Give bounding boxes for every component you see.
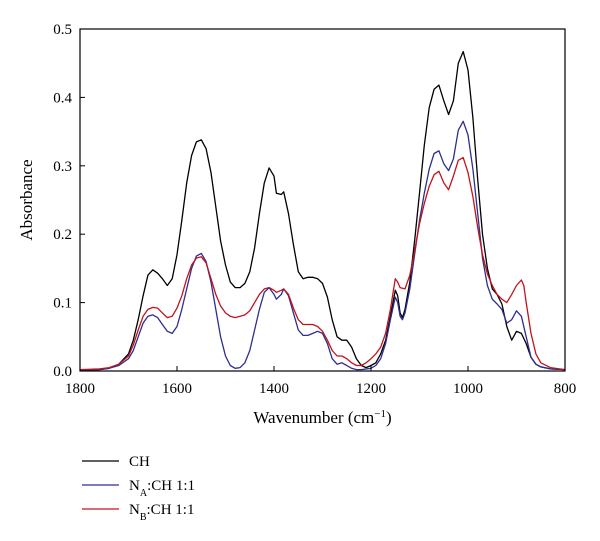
y-tick-label: 0.0 — [53, 364, 72, 380]
x-tick-label: 1000 — [453, 381, 483, 397]
y-tick-label: 0.4 — [53, 90, 72, 106]
legend-label-nb-ch: NB:CH 1:1 — [129, 502, 194, 523]
legend-entry-na-ch: NA:CH 1:1 — [82, 478, 195, 499]
x-tick-label: 800 — [554, 381, 577, 397]
x-tick-label: 1600 — [162, 381, 192, 397]
legend-label-ch: CH — [129, 454, 150, 470]
x-axis-title: Wavenumber (cm−1) — [253, 408, 391, 427]
x-axis: 1800 1600 1400 1200 1000 800 — [65, 366, 576, 397]
series-line-1 — [79, 120, 566, 371]
y-tick-label: 0.2 — [53, 227, 72, 243]
x-axis-title-unit: cm — [353, 408, 374, 427]
series-line-2 — [79, 156, 566, 371]
y-tick-label: 0.5 — [53, 22, 72, 38]
legend: CH NA:CH 1:1 NB:CH 1:1 — [82, 454, 195, 523]
x-tick-label: 1800 — [65, 381, 95, 397]
x-tick-label: 1200 — [356, 381, 386, 397]
plot-frame — [79, 28, 566, 372]
x-axis-title-main: Wavenumber — [253, 408, 344, 427]
x-axis-title-unit-sup: −1 — [374, 408, 386, 420]
x-tick-label: 1400 — [259, 381, 289, 397]
legend-label-na-ch: NA:CH 1:1 — [129, 478, 195, 499]
y-tick-label: 0.3 — [53, 159, 72, 175]
series-line-0 — [80, 50, 566, 371]
y-axis-title: Absorbance — [17, 159, 36, 240]
legend-entry-nb-ch: NB:CH 1:1 — [82, 502, 194, 523]
y-tick-label: 0.1 — [53, 296, 72, 312]
legend-entry-ch: CH — [82, 454, 150, 470]
y-axis: 0.0 0.1 0.2 0.3 0.4 0.5 — [53, 22, 85, 380]
plot-lines — [79, 50, 566, 371]
